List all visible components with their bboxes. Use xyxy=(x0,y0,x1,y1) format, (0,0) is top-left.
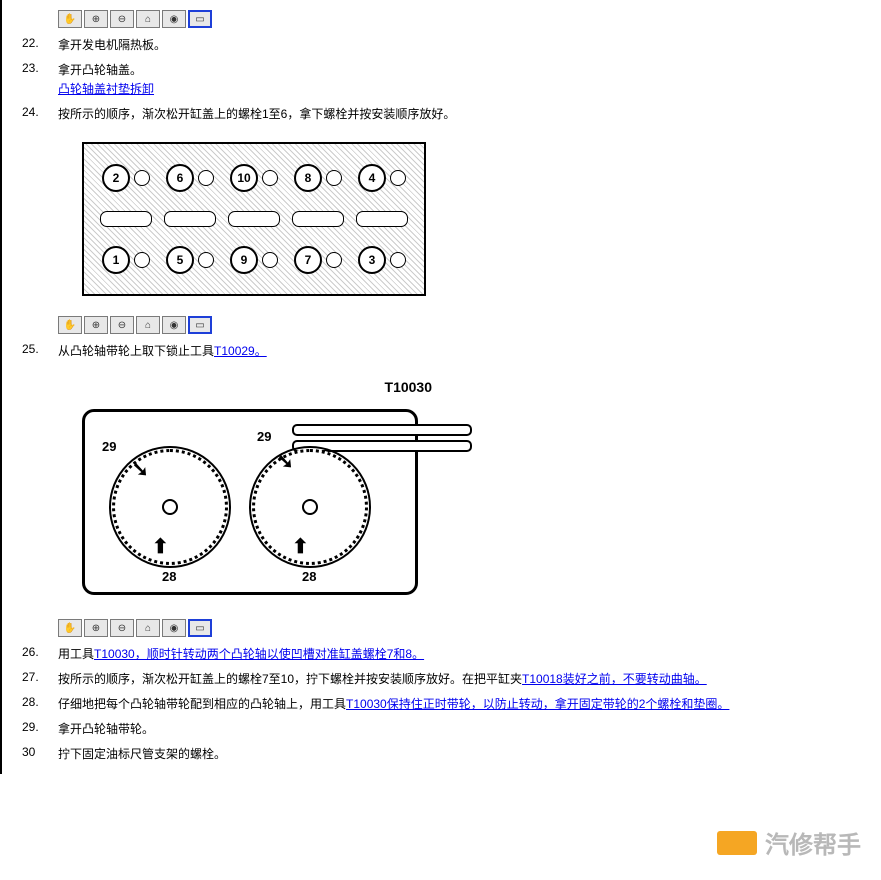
step-text: 拿开凸轮轴带轮。 xyxy=(58,720,873,737)
arrow-down-icon: ➘ xyxy=(277,449,294,474)
tool-t10030-link[interactable]: T10030，顺时针转动两个凸轮轴以使凹槽对准缸盖螺栓7和8。 xyxy=(94,647,424,661)
hand-icon[interactable]: ✋ xyxy=(58,619,82,637)
step-27: 27. 按所示的顺序，渐次松开缸盖上的螺栓7至10，拧下螺栓并按安装顺序放好。在… xyxy=(22,670,873,687)
bolt-7: 7 xyxy=(294,246,322,274)
camshaft-sprocket-diagram: T10030 29 29 ➘ ➘ 28 28 ⬆ ⬆ xyxy=(82,379,873,599)
step-number: 24. xyxy=(22,105,58,119)
bolt-6: 6 xyxy=(166,164,194,192)
badge-29: 29 xyxy=(257,429,271,444)
bolt-1: 1 xyxy=(102,246,130,274)
hand-icon[interactable]: ✋ xyxy=(58,10,82,28)
frame-icon[interactable]: ▭ xyxy=(188,619,212,637)
step-text: 仔细地把每个凸轮轴带轮配到相应的凸轮轴上，用工具 xyxy=(58,697,346,711)
zoom-out-icon[interactable]: ⊖ xyxy=(110,10,134,28)
step-24: 24. 按所示的顺序，渐次松开缸盖上的螺栓1至6，拿下螺栓并按安装顺序放好。 xyxy=(22,105,873,122)
step-number: 27. xyxy=(22,670,58,684)
step-text: 用工具 xyxy=(58,647,94,661)
tool-t10030-link[interactable]: T10030保持住正时带轮，以防止转动，拿开固定带轮的2个螺栓和垫圈。 xyxy=(346,697,729,711)
step-text: 拿开凸轮轴盖。 xyxy=(58,63,142,77)
tool-t10018-link[interactable]: T10018装好之前，不要转动曲轴。 xyxy=(522,672,707,686)
bolt-10: 10 xyxy=(230,164,258,192)
step-text: 拿开发电机隔热板。 xyxy=(58,36,873,53)
image-toolbar: ✋ ⊕ ⊖ ⌂ ◉ ▭ xyxy=(58,619,873,637)
step-number: 29. xyxy=(22,720,58,734)
badge-28: 28 xyxy=(162,569,176,584)
zoom-in-icon[interactable]: ⊕ xyxy=(84,619,108,637)
sprocket-left xyxy=(112,449,228,565)
target-icon[interactable]: ◉ xyxy=(162,10,186,28)
watermark: 汽修帮手 xyxy=(717,825,861,860)
frame-icon[interactable]: ▭ xyxy=(188,10,212,28)
step-text: 拧下固定油标尺管支架的螺栓。 xyxy=(58,745,873,762)
home-icon[interactable]: ⌂ xyxy=(136,10,160,28)
bolt-3: 3 xyxy=(358,246,386,274)
frame-icon[interactable]: ▭ xyxy=(188,316,212,334)
watermark-icon xyxy=(717,831,757,855)
image-toolbar: ✋ ⊕ ⊖ ⌂ ◉ ▭ xyxy=(58,10,873,28)
bolt-5: 5 xyxy=(166,246,194,274)
step-26: 26. 用工具T10030，顺时针转动两个凸轮轴以使凹槽对准缸盖螺栓7和8。 xyxy=(22,645,873,662)
step-text: 从凸轮轴带轮上取下锁止工具 xyxy=(58,344,214,358)
image-toolbar: ✋ ⊕ ⊖ ⌂ ◉ ▭ xyxy=(58,316,873,334)
target-icon[interactable]: ◉ xyxy=(162,619,186,637)
target-icon[interactable]: ◉ xyxy=(162,316,186,334)
hand-icon[interactable]: ✋ xyxy=(58,316,82,334)
watermark-text: 汽修帮手 xyxy=(765,825,861,860)
home-icon[interactable]: ⌂ xyxy=(136,316,160,334)
step-number: 23. xyxy=(22,61,58,75)
arrow-up-icon: ⬆ xyxy=(292,534,309,559)
step-30: 30 拧下固定油标尺管支架的螺栓。 xyxy=(22,745,873,762)
step-22: 22. 拿开发电机隔热板。 xyxy=(22,36,873,53)
step-28: 28. 仔细地把每个凸轮轴带轮配到相应的凸轮轴上，用工具T10030保持住正时带… xyxy=(22,695,873,712)
zoom-out-icon[interactable]: ⊖ xyxy=(110,619,134,637)
zoom-in-icon[interactable]: ⊕ xyxy=(84,10,108,28)
bolt-4: 4 xyxy=(358,164,386,192)
bolt-8: 8 xyxy=(294,164,322,192)
zoom-in-icon[interactable]: ⊕ xyxy=(84,316,108,334)
step-29: 29. 拿开凸轮轴带轮。 xyxy=(22,720,873,737)
cylinder-head-diagram: 2 6 10 8 4 1 5 9 7 3 xyxy=(82,142,873,296)
arrow-down-icon: ➘ xyxy=(132,457,149,482)
step-number: 22. xyxy=(22,36,58,50)
badge-29: 29 xyxy=(102,439,116,454)
gasket-removal-link[interactable]: 凸轮轴盖衬垫拆卸 xyxy=(58,82,154,96)
step-number: 28. xyxy=(22,695,58,709)
step-number: 25. xyxy=(22,342,58,356)
tool-t10029-link[interactable]: T10029。 xyxy=(214,344,267,358)
home-icon[interactable]: ⌂ xyxy=(136,619,160,637)
step-25: 25. 从凸轮轴带轮上取下锁止工具T10029。 xyxy=(22,342,873,359)
sprocket-right xyxy=(252,449,368,565)
arrow-up-icon: ⬆ xyxy=(152,534,169,559)
step-text: 按所示的顺序，渐次松开缸盖上的螺栓7至10，拧下螺栓并按安装顺序放好。在把平缸夹 xyxy=(58,672,522,686)
zoom-out-icon[interactable]: ⊖ xyxy=(110,316,134,334)
step-text: 按所示的顺序，渐次松开缸盖上的螺栓1至6，拿下螺栓并按安装顺序放好。 xyxy=(58,105,873,122)
tool-label: T10030 xyxy=(385,379,432,395)
step-number: 30 xyxy=(22,745,58,759)
step-number: 26. xyxy=(22,645,58,659)
step-23: 23. 拿开凸轮轴盖。 凸轮轴盖衬垫拆卸 xyxy=(22,61,873,97)
bolt-9: 9 xyxy=(230,246,258,274)
bolt-2: 2 xyxy=(102,164,130,192)
badge-28: 28 xyxy=(302,569,316,584)
